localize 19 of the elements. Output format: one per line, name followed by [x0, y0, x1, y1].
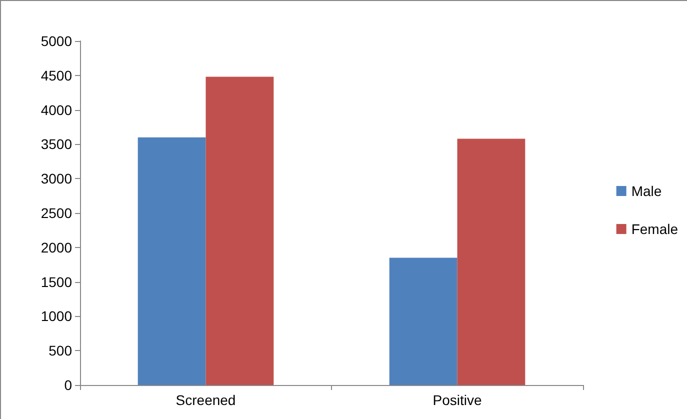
y-tick-label: 3000	[40, 170, 72, 187]
y-tick-label: 5000	[40, 33, 72, 49]
x-tick-label: Screened	[176, 392, 236, 408]
y-tick-label: 1000	[40, 308, 72, 324]
y-tick-label: 4500	[40, 67, 72, 84]
y-tick-label: 3500	[40, 136, 72, 152]
y-tick-label: 500	[48, 342, 72, 359]
x-tick-label: Positive	[432, 392, 482, 408]
legend-label: Male	[631, 183, 662, 199]
y-tick-label: 1500	[40, 274, 72, 290]
bar	[457, 138, 526, 385]
y-tick-label: 0	[64, 377, 72, 393]
y-tick-label: 4000	[40, 102, 72, 118]
bar	[138, 137, 206, 385]
y-tick-label: 2000	[40, 239, 72, 256]
y-tick-label: 2500	[40, 205, 72, 221]
bar	[206, 76, 274, 385]
bar	[389, 258, 458, 385]
legend-label: Female	[631, 221, 678, 237]
